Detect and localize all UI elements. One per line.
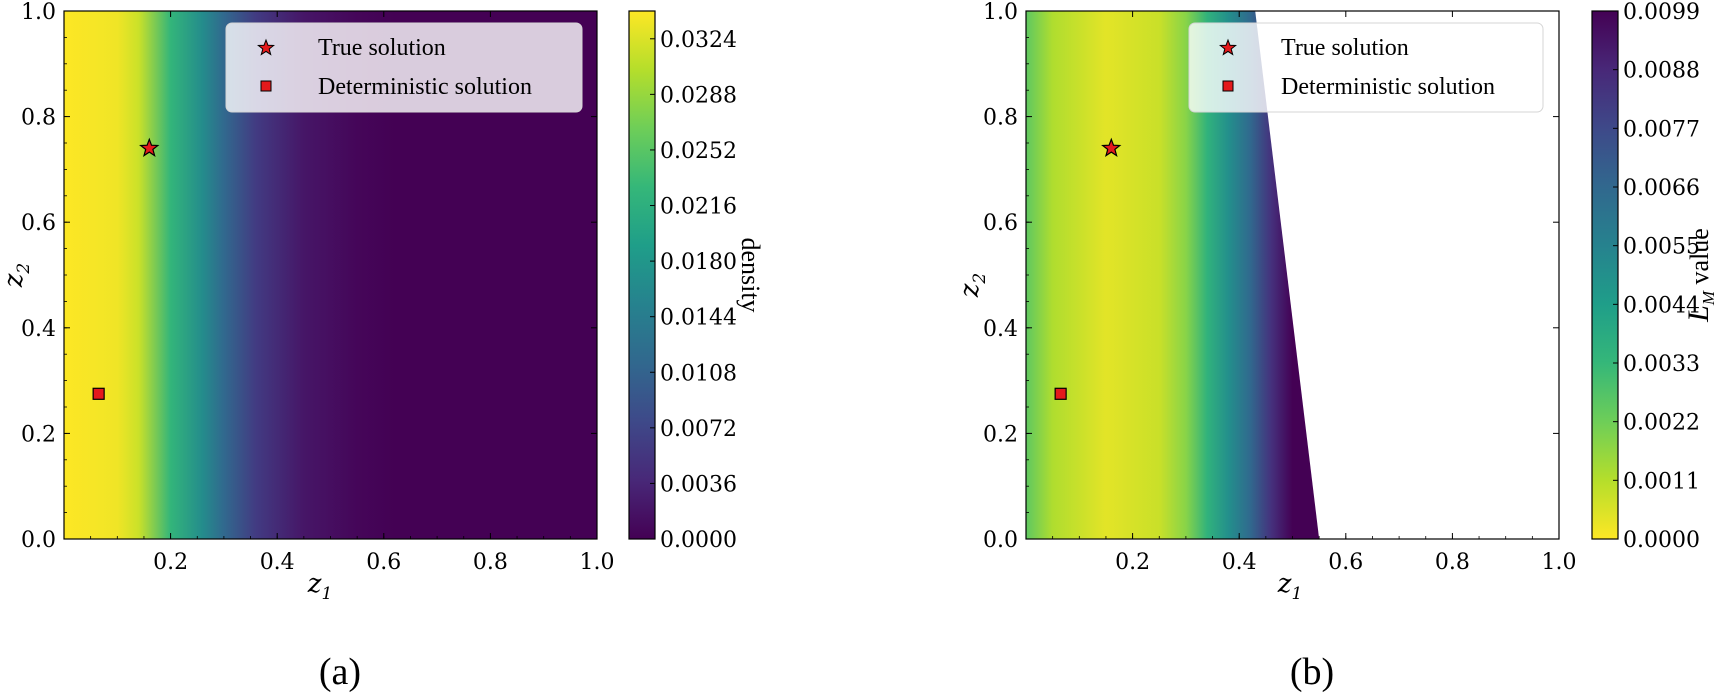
legend-square-icon <box>260 80 272 92</box>
colorbar-tick-label: 0.0324 <box>660 28 737 53</box>
true-solution-point <box>1101 137 1122 157</box>
panel-b-caption: (b) <box>1290 651 1334 693</box>
true-solution-point <box>139 137 160 157</box>
panel-a-caption: (a) <box>319 651 361 693</box>
x-tick-label: 0.6 <box>1328 550 1363 575</box>
panel-a-legend-true: True solution <box>318 35 446 61</box>
colorbar-tick-label: 0.0036 <box>660 472 737 497</box>
x-tick-label: 1.0 <box>1542 550 1577 575</box>
colorbar-tick-label: 0.0144 <box>660 306 737 331</box>
panel-b-colorbar-frame <box>1591 10 1619 540</box>
x-tick-label: 0.2 <box>153 550 188 575</box>
x-tick-label: 0.8 <box>1435 550 1470 575</box>
x-tick-label: 0.4 <box>260 550 295 575</box>
panel-a-legend-deterministic: Deterministic solution <box>318 74 532 100</box>
panel-a-ylabel: z2 <box>0 263 34 289</box>
panel-b-heatmap <box>1026 11 1320 539</box>
panel-a: 0.2 0.4 0.6 0.8 1.00.00.20.40.60.81.0 z1 z2 … <box>0 0 765 693</box>
panel-b: 0.2 0.4 0.6 0.8 1.00.00.20.40.60.81.0 z1 z2 … <box>955 0 1718 693</box>
panel-a-colorbar-label: density <box>736 237 765 312</box>
colorbar-tick-label: 0.0077 <box>1623 117 1700 142</box>
x-tick-label: 0.6 <box>366 550 401 575</box>
panel-b-xlabel: z1 <box>1277 569 1303 604</box>
x-tick-label: 1.0 <box>580 550 615 575</box>
x-tick-label: 0.8 <box>473 550 508 575</box>
panel-a-colorbar <box>629 11 655 539</box>
legend-square-icon <box>1222 80 1234 92</box>
panel-a-legend-box <box>225 22 583 113</box>
colorbar-tick-label: 0.0044 <box>1623 293 1700 318</box>
deterministic-solution-point <box>1054 387 1067 400</box>
panel-b-colorbar-ticks: 0.0000 0.0011 0.0022 0.0033 0.0044 0.0055 0.00… <box>1613 0 1700 553</box>
colorbar-tick-label: 0.0099 <box>1623 0 1700 25</box>
y-tick-label: 0.0 <box>21 528 56 553</box>
x-tick-label: 0.2 <box>1115 550 1150 575</box>
colorbar-tick-label: 0.0033 <box>1623 352 1700 377</box>
panel-a-xlabel: z1 <box>307 569 333 604</box>
panel-b-legend-box <box>1188 22 1544 113</box>
colorbar-tick-label: 0.0000 <box>660 528 737 553</box>
panel-a-legend: True solution Deterministic solution <box>225 22 583 113</box>
y-tick-label: 0.6 <box>21 211 56 236</box>
colorbar-tick-label: 0.0088 <box>1623 59 1700 84</box>
y-tick-label: 1.0 <box>983 0 1018 25</box>
colorbar-tick-label: 0.0011 <box>1623 469 1700 494</box>
y-tick-label: 0.6 <box>983 211 1018 236</box>
y-tick-label: 0.2 <box>983 422 1018 447</box>
panel-b-legend: True solution Deterministic solution <box>1188 22 1544 113</box>
panel-a-ticks: 0.2 0.4 0.6 0.8 1.0 0.0 0.2 0.4 0.6 0.8 1.0 <box>21 0 615 575</box>
y-tick-label: 0.0 <box>983 528 1018 553</box>
colorbar-tick-label: 0.0022 <box>1623 411 1700 436</box>
y-tick-label: 0.8 <box>983 106 1018 131</box>
deterministic-solution-point <box>92 387 105 400</box>
legend-star-icon <box>257 38 275 56</box>
y-tick-label: 0.4 <box>983 317 1018 342</box>
panel-a-colorbar-ticks: 0.0000 0.0036 0.0072 0.0108 0.0144 0.0180 0.02… <box>650 28 737 553</box>
colorbar-tick-label: 0.0252 <box>660 139 737 164</box>
legend-star-icon <box>1219 38 1237 56</box>
panel-b-legend-true: True solution <box>1281 35 1409 61</box>
y-tick-label: 0.2 <box>21 422 56 447</box>
y-tick-label: 0.4 <box>21 317 56 342</box>
panel-b-ylabel: z2 <box>955 273 990 299</box>
panel-b-colorbar-label: LM value <box>1682 228 1718 323</box>
colorbar-tick-label: 0.0000 <box>1623 528 1700 553</box>
panel-b-colorbar <box>1592 11 1618 539</box>
colorbar-tick-label: 0.0066 <box>1623 176 1700 201</box>
colorbar-tick-label: 0.0180 <box>660 250 737 275</box>
panel-a-colorbar-frame <box>628 10 656 540</box>
colorbar-tick-label: 0.0072 <box>660 417 737 442</box>
panel-b-ticks: 0.2 0.4 0.6 0.8 1.0 0.0 0.2 0.4 0.6 0.8 1.0 <box>983 0 1577 575</box>
colorbar-tick-label: 0.0216 <box>660 195 737 220</box>
colorbar-tick-label: 0.0055 <box>1623 235 1700 260</box>
y-tick-label: 1.0 <box>21 0 56 25</box>
x-tick-label: 0.4 <box>1222 550 1257 575</box>
panel-b-legend-deterministic: Deterministic solution <box>1281 74 1495 100</box>
colorbar-tick-label: 0.0288 <box>660 83 737 108</box>
colorbar-tick-label: 0.0108 <box>660 361 737 386</box>
y-tick-label: 0.8 <box>21 106 56 131</box>
